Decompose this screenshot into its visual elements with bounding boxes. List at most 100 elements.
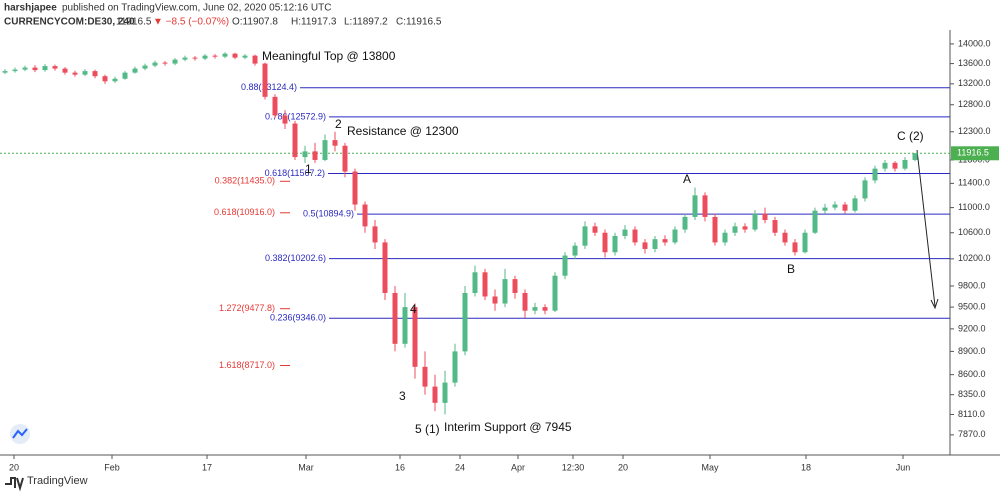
y-tick-label: 9200.0 <box>958 323 986 333</box>
candle-body <box>472 272 478 293</box>
candle-body <box>12 69 18 72</box>
candle-body <box>172 59 178 64</box>
candle-body <box>262 63 268 97</box>
annotation: 1 <box>305 162 312 176</box>
candle-body <box>52 66 58 69</box>
candle-body <box>712 216 718 243</box>
x-tick-label: 24 <box>455 462 465 472</box>
candle-body <box>652 239 658 249</box>
y-tick-label: 8900.0 <box>958 346 986 356</box>
candle-body <box>142 65 148 69</box>
candle-body <box>192 57 198 59</box>
tv-logo[interactable] <box>10 424 30 444</box>
candle-body <box>622 229 628 236</box>
candle-body <box>522 292 528 311</box>
candle-body <box>912 153 918 160</box>
price: 11916.5 <box>116 17 152 28</box>
x-tick-label: Mar <box>298 462 314 472</box>
candle-body <box>612 235 618 253</box>
candle-body <box>532 307 538 311</box>
annotation: Interim Support @ 7945 <box>444 420 572 434</box>
candle-body <box>692 195 698 217</box>
last-price-label: 11916.5 <box>957 148 989 158</box>
candle-body <box>672 229 678 243</box>
candle-body <box>492 296 498 304</box>
candle-body <box>432 386 438 403</box>
candle-body <box>542 307 548 311</box>
level-label: 1.272(9477.8) <box>219 303 275 313</box>
candle-body <box>422 366 428 387</box>
annotation: B <box>787 262 795 276</box>
candle-body <box>72 72 78 75</box>
x-tick-label: Jun <box>896 462 911 472</box>
candle-body <box>732 226 738 233</box>
footer-logo <box>5 477 24 492</box>
x-tick-label: May <box>701 462 719 472</box>
candle-body <box>552 275 558 311</box>
annotation: A <box>683 172 691 186</box>
candle-body <box>742 226 748 230</box>
y-tick-label: 10200.0 <box>958 253 991 263</box>
candle-body <box>292 123 298 158</box>
candle-body <box>382 242 388 293</box>
y-tick-label: 7870.0 <box>958 429 986 439</box>
change: ▼ −8.5 (−0.07%) <box>153 17 229 28</box>
annotation: 5 (1) <box>415 422 440 436</box>
candle-body <box>812 210 818 233</box>
level-label: 0.382(10202.6) <box>265 253 326 263</box>
y-tick-label: 10600.0 <box>958 227 991 237</box>
level-label: 1.618(8717.0) <box>219 360 275 370</box>
candle-body <box>372 226 378 243</box>
y-tick-label: 8110.0 <box>958 409 985 419</box>
y-tick-label: 8600.0 <box>958 369 986 379</box>
candle-body <box>362 204 368 227</box>
candle-body <box>502 279 508 304</box>
level-label: 0.618(11567.2) <box>265 168 325 178</box>
x-tick-label: Apr <box>511 462 525 472</box>
candle-body <box>222 53 228 57</box>
candle-body <box>832 204 838 208</box>
candle-body <box>462 292 468 352</box>
annotation: 2 <box>335 117 342 131</box>
y-tick-label: 12300.0 <box>958 126 991 136</box>
level-label: 0.786(12572.9) <box>265 111 326 121</box>
candle-body <box>572 245 578 256</box>
y-tick-label: 8350.0 <box>958 389 986 399</box>
x-tick-label: 18 <box>801 462 811 472</box>
candle-body <box>22 67 28 70</box>
candle-body <box>772 220 778 233</box>
candle-body <box>782 232 788 243</box>
candle-body <box>312 151 318 160</box>
y-tick-label: 11400.0 <box>958 178 990 188</box>
candle-body <box>202 55 208 59</box>
level-label: 0.88(13124.4) <box>241 82 297 92</box>
x-tick-label: 17 <box>202 462 212 472</box>
author: harshjapee <box>4 3 57 14</box>
x-tick-label: Feb <box>104 462 120 472</box>
candle-body <box>302 151 308 158</box>
candle-body <box>402 307 408 344</box>
annotation: 4 <box>410 302 417 316</box>
candle-body <box>212 55 218 57</box>
y-tick-label: 12800.0 <box>958 99 991 109</box>
candle-body <box>582 226 588 246</box>
candle-body <box>752 213 758 230</box>
candle-body <box>592 226 598 233</box>
candle-body <box>792 242 798 253</box>
x-tick-label: 12:30 <box>562 462 585 472</box>
projection-arrow <box>916 149 936 307</box>
candle-body <box>182 57 188 60</box>
y-tick-label: 11000.0 <box>958 202 990 212</box>
candle-body <box>352 171 358 205</box>
candle-body <box>82 71 88 75</box>
high: H:11917.3 <box>291 17 337 28</box>
candle-body <box>132 68 138 73</box>
candle-body <box>902 159 908 169</box>
candle-body <box>562 255 568 276</box>
x-tick-label: 20 <box>618 462 628 472</box>
symbol: CURRENCYCOM:DE30, 240 <box>4 17 135 28</box>
candle-body <box>632 229 638 243</box>
y-tick-label: 13600.0 <box>958 58 991 68</box>
